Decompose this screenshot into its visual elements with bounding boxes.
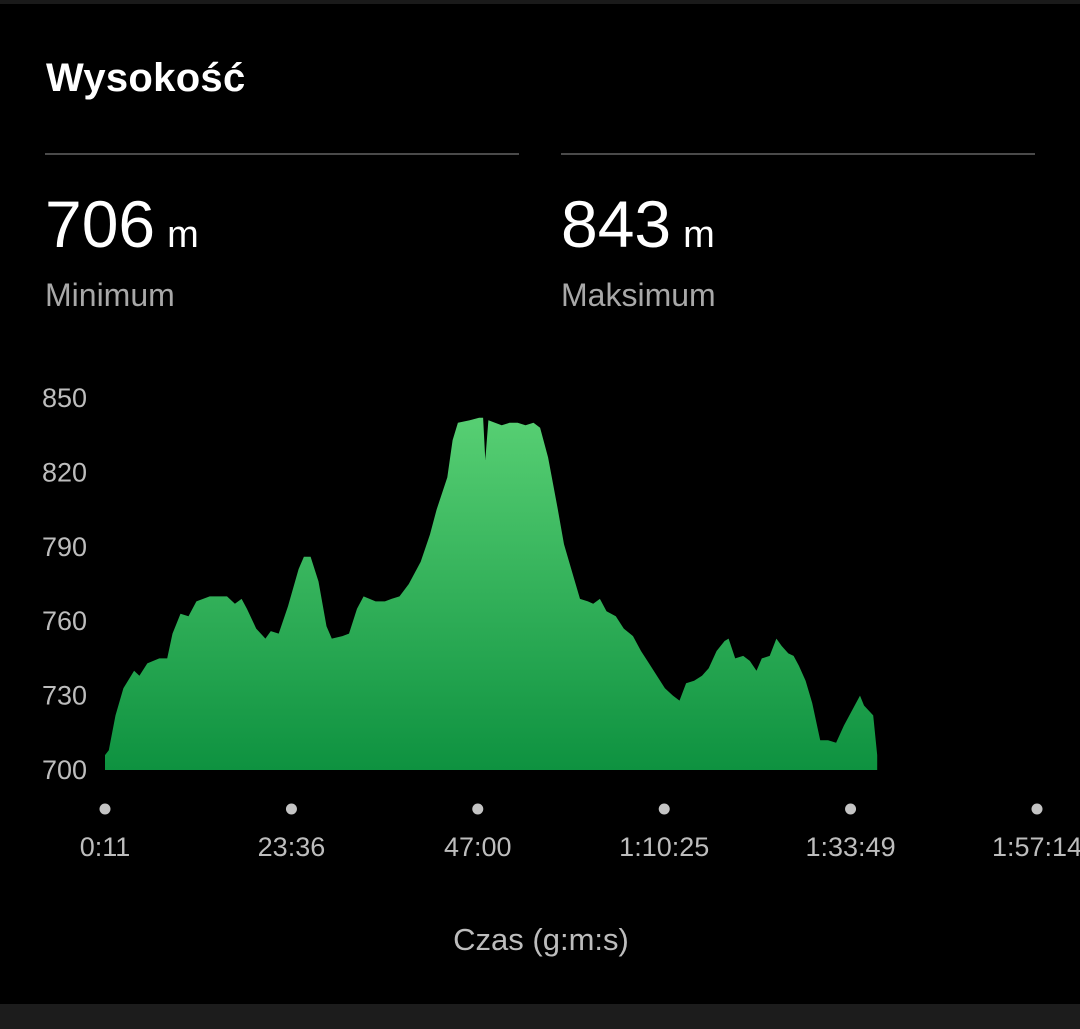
y-tick-label: 700: [42, 755, 87, 785]
y-tick-label: 790: [42, 532, 87, 562]
x-tick-dot: [99, 803, 111, 815]
stat-max: 843 m Maksimum: [561, 153, 1035, 314]
top-strip: [0, 0, 1080, 4]
stat-max-value: 843: [561, 187, 672, 261]
y-tick-label: 850: [42, 383, 87, 413]
x-tick-label: 1:10:25: [619, 832, 709, 862]
x-tick-dot: [285, 803, 297, 815]
y-tick-label: 760: [42, 606, 87, 636]
x-tick-label: 1:33:49: [806, 832, 896, 862]
x-tick-dot: [845, 803, 857, 815]
x-tick-dot: [658, 803, 670, 815]
stat-min-value: 706: [45, 187, 156, 261]
stat-min-label: Minimum: [45, 277, 175, 313]
stat-min-value-row: 706 m: [45, 191, 519, 257]
x-axis-ticks: 0:11 23:36 47:00 1:10:25 1:33:49 1:57:14: [80, 832, 1080, 862]
stat-max-label: Maksimum: [561, 277, 716, 313]
bottom-strip: [0, 1004, 1080, 1029]
stat-max-value-row: 843 m: [561, 191, 1035, 257]
x-tick-label: 0:11: [80, 832, 131, 862]
elevation-chart: 850 820 790 760 730 700 0:11 23:36 47:00 1:10:25…: [42, 383, 1080, 957]
card-title: Wysokość: [46, 56, 246, 100]
y-axis-ticks: 850 820 790 760 730 700: [42, 383, 87, 785]
elevation-area: [105, 417, 878, 770]
stat-min: 706 m Minimum: [45, 153, 519, 314]
y-tick-label: 820: [42, 457, 87, 487]
x-axis-dots: [99, 803, 1043, 815]
x-axis-label: Czas (g:m:s): [453, 922, 629, 957]
x-tick-label: 47:00: [444, 832, 512, 862]
x-tick-label: 1:57:14: [992, 832, 1080, 862]
stat-max-divider: [561, 153, 1035, 155]
x-tick-dot: [472, 803, 484, 815]
stat-max-unit: m: [683, 214, 715, 256]
x-tick-label: 23:36: [258, 832, 326, 862]
x-tick-dot: [1031, 803, 1043, 815]
stat-min-divider: [45, 153, 519, 155]
stat-min-unit: m: [167, 214, 199, 256]
y-tick-label: 730: [42, 681, 87, 711]
